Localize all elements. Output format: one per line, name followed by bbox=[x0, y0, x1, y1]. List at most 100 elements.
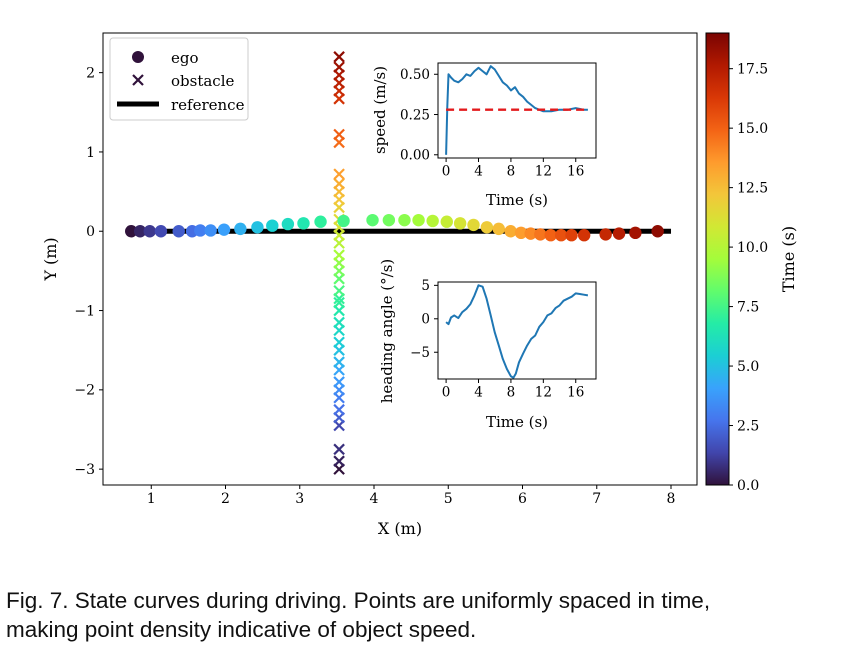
ego-point bbox=[534, 228, 547, 241]
ego-point bbox=[480, 221, 494, 234]
ego-point bbox=[565, 229, 578, 242]
ego-point bbox=[599, 228, 612, 241]
heading-y-tick-label: 0 bbox=[421, 312, 430, 328]
colorbar-tick-label: 5.0 bbox=[737, 359, 759, 375]
ego-point bbox=[504, 225, 517, 238]
speed-y-tick-label: 0.00 bbox=[400, 148, 430, 164]
main-y-tick-label: −2 bbox=[74, 383, 95, 399]
colorbar-tick-label: 12.5 bbox=[737, 181, 768, 197]
heading-inset: 0 4 8 12 16 −5 0 5 Time (s) heading angle (°/s) bbox=[378, 259, 597, 431]
main-x-tick-label: 5 bbox=[444, 491, 453, 507]
main-x-tick-label: 4 bbox=[370, 491, 379, 507]
speed-x-tick-label: 16 bbox=[567, 164, 584, 180]
ego-point bbox=[366, 213, 379, 227]
main-x-tick-label: 1 bbox=[147, 491, 156, 507]
heading-heading-line bbox=[445, 284, 589, 379]
heading-x-tick-label: 12 bbox=[535, 385, 552, 401]
ego-point bbox=[297, 217, 310, 230]
obstacle-point bbox=[333, 128, 345, 141]
speed-x-tick-label: 0 bbox=[442, 164, 451, 180]
ego-point bbox=[492, 222, 505, 236]
main-x-tick-label: 8 bbox=[667, 491, 676, 507]
speed-x-tick-label: 4 bbox=[474, 164, 483, 180]
main-y-axis-label: Y (m) bbox=[41, 237, 60, 281]
ego-point bbox=[314, 215, 327, 228]
ego-point bbox=[612, 227, 626, 240]
ego-point bbox=[554, 229, 568, 242]
main-y-tick-label: 0 bbox=[86, 224, 95, 240]
ego-point bbox=[412, 213, 425, 227]
main-x-tick-label: 3 bbox=[295, 491, 304, 507]
colorbar-tick-label: 10.0 bbox=[737, 240, 768, 256]
speed-y-tick-label: 0.25 bbox=[400, 107, 430, 123]
speed-x-tick-label: 12 bbox=[535, 164, 552, 180]
heading-x-tick-label: 8 bbox=[507, 385, 516, 401]
obstacle-point bbox=[333, 249, 345, 261]
caption-line-1: Fig. 7. State curves during driving. Poi… bbox=[6, 588, 711, 613]
colorbar-tick-label: 0.0 bbox=[737, 478, 759, 494]
speed-speed-line bbox=[445, 65, 588, 155]
obstacle-point bbox=[333, 443, 345, 456]
obstacle-point bbox=[333, 296, 345, 309]
heading-y-axis-label: heading angle (°/s) bbox=[378, 259, 396, 404]
obstacle-point bbox=[333, 61, 345, 73]
ego-point bbox=[651, 225, 664, 238]
ego-point bbox=[382, 213, 396, 227]
speed-y-axis-label: speed (m/s) bbox=[371, 66, 389, 154]
legend-obstacle-label: obstacle bbox=[171, 72, 234, 90]
main-x-tick-label: 6 bbox=[518, 491, 527, 507]
caption-line-2: making point density indicative of objec… bbox=[6, 617, 477, 642]
heading-x-axis-label: Time (s) bbox=[486, 413, 548, 431]
colorbar-gradient bbox=[705, 32, 730, 486]
ego-point bbox=[266, 219, 279, 232]
ego-point bbox=[281, 217, 295, 231]
obstacle-point bbox=[333, 316, 345, 329]
heading-y-tick-label: −5 bbox=[410, 345, 430, 361]
ego-point bbox=[133, 225, 147, 238]
ego-point bbox=[172, 225, 185, 238]
colorbar-tick-label: 15.0 bbox=[737, 121, 768, 137]
speed-x-axis-label: Time (s) bbox=[486, 191, 548, 209]
ego-point bbox=[440, 215, 453, 228]
ego-point bbox=[467, 218, 480, 232]
heading-x-tick-label: 16 bbox=[567, 385, 584, 401]
colorbar-tick-label: 2.5 bbox=[737, 419, 759, 435]
figure-caption: Fig. 7. State curves during driving. Poi… bbox=[6, 586, 851, 644]
colorbar-label: Time (s) bbox=[779, 226, 798, 292]
obstacle-point bbox=[333, 168, 345, 180]
colorbar-tick-label: 17.5 bbox=[737, 62, 768, 78]
speed-inset: 0 4 8 12 16 0.00 0.25 0.50 Time (s) speed (m/s) bbox=[371, 62, 597, 209]
obstacle-point bbox=[333, 336, 345, 349]
main-x-tick-label: 7 bbox=[592, 491, 601, 507]
obstacle-point bbox=[333, 51, 345, 63]
obstacle-point bbox=[333, 376, 345, 388]
obstacle-point bbox=[333, 177, 345, 190]
legend-ego-label: ego bbox=[171, 49, 199, 67]
main-x-tick-label: 2 bbox=[221, 491, 230, 507]
ego-point bbox=[524, 227, 537, 240]
main-x-axis-label: X (m) bbox=[378, 519, 422, 538]
ego-point bbox=[453, 217, 467, 230]
ego-point bbox=[251, 221, 264, 234]
ego-point bbox=[398, 213, 411, 227]
ego-point bbox=[337, 214, 350, 228]
main-y-tick-label: 2 bbox=[86, 66, 95, 82]
ego-point bbox=[194, 224, 207, 237]
legend-obstacle-marker bbox=[132, 74, 144, 86]
legend-ego-marker bbox=[132, 51, 144, 63]
main-y-tick-label: −3 bbox=[74, 462, 95, 478]
ego-point bbox=[204, 224, 217, 237]
ego-point bbox=[629, 226, 642, 240]
ego-point bbox=[426, 214, 439, 228]
colorbar-tick-label: 7.5 bbox=[737, 300, 759, 316]
ego-point bbox=[217, 223, 231, 236]
ego-point bbox=[143, 225, 156, 238]
main-y-tick-label: −1 bbox=[74, 303, 95, 319]
ego-point bbox=[125, 225, 138, 238]
ego-point bbox=[577, 229, 591, 242]
ego-point bbox=[154, 225, 168, 238]
ego-point bbox=[234, 222, 247, 236]
ego-point bbox=[544, 229, 557, 242]
